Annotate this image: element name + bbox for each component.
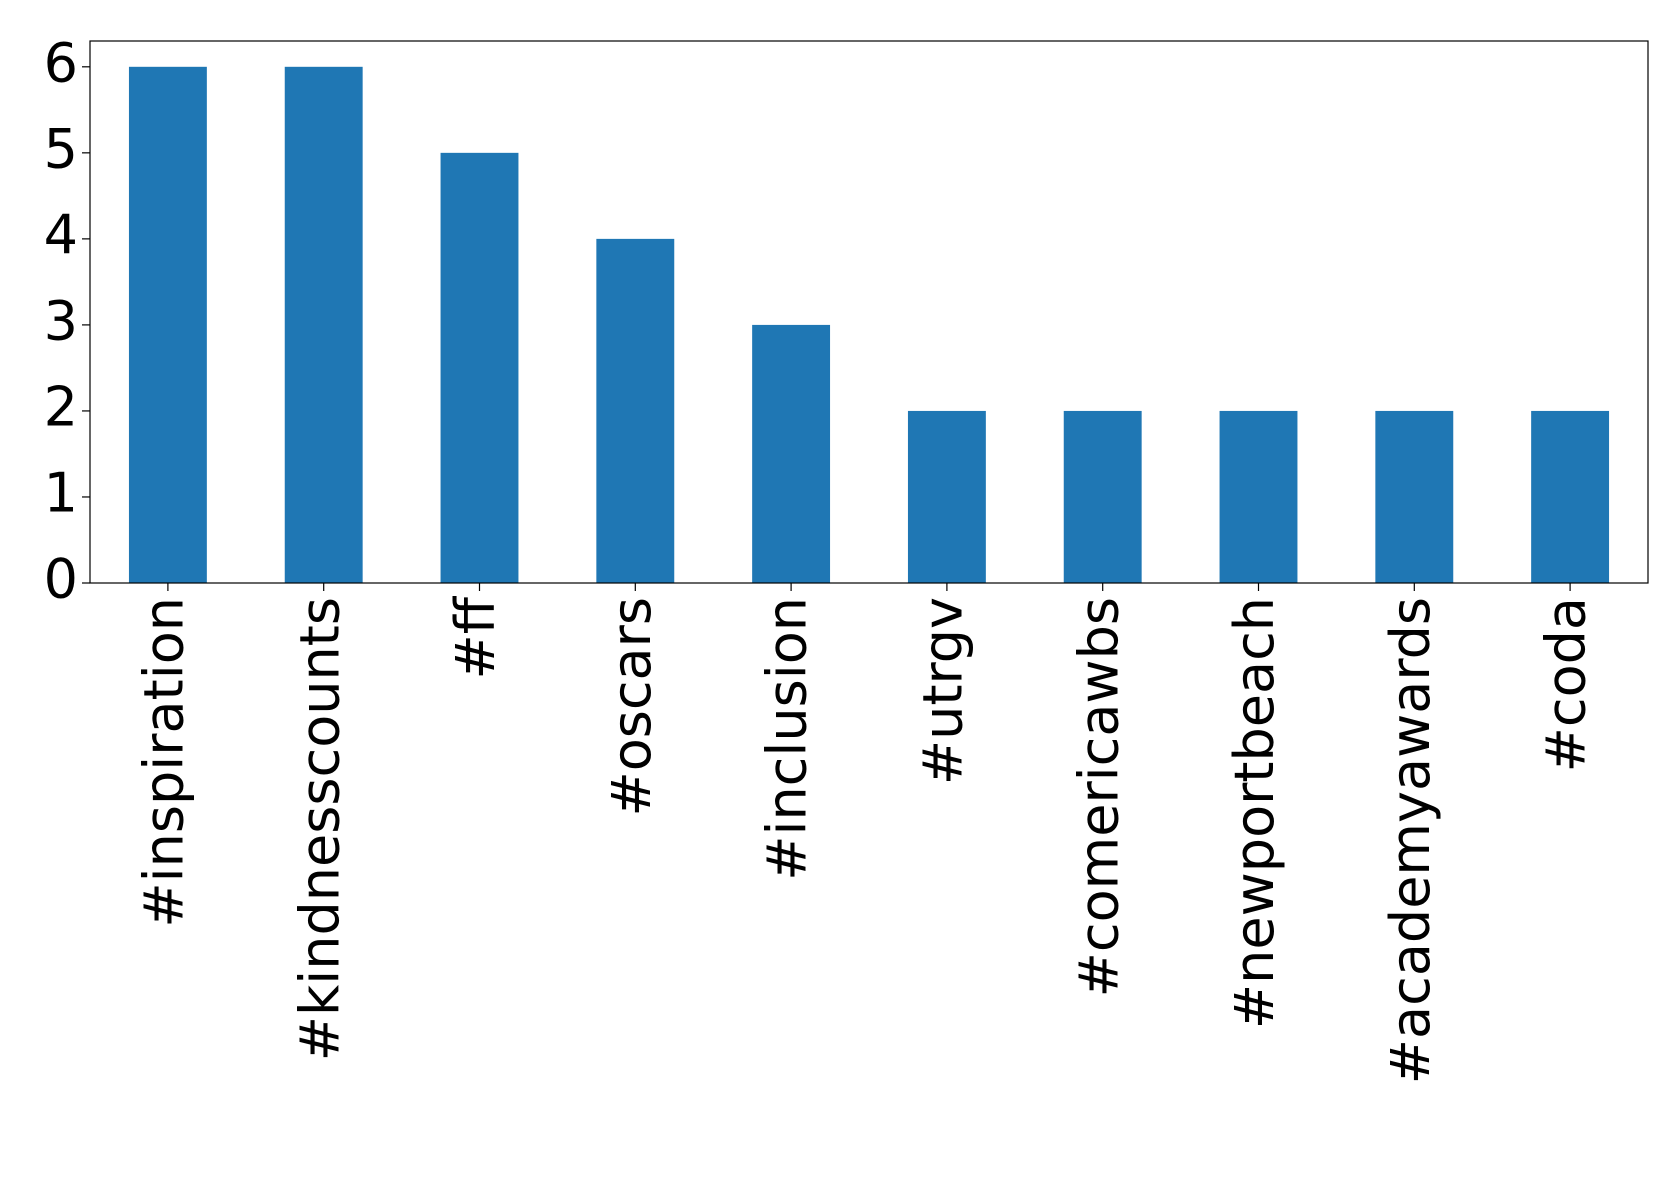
- x-tick-label: #kindnesscounts: [288, 597, 351, 1061]
- y-tick-label: 0: [44, 548, 78, 611]
- x-tick-label: #coda: [1535, 597, 1598, 772]
- bar: [128, 66, 207, 584]
- x-tick-label: #oscars: [600, 597, 663, 817]
- x-tick-label: #ff: [444, 595, 507, 679]
- bar: [596, 238, 675, 583]
- bar: [1375, 410, 1454, 583]
- x-tick-label: #newportbeach: [1223, 597, 1286, 1029]
- y-tick-label: 4: [44, 204, 78, 267]
- plot-frame: [89, 40, 1649, 584]
- bar: [752, 324, 831, 583]
- bar: [1531, 410, 1610, 583]
- y-tick-label: 2: [44, 376, 78, 439]
- bar: [907, 410, 986, 583]
- bar: [1063, 410, 1142, 583]
- x-tick-label: #utrgv: [912, 597, 975, 785]
- x-tick-label: #academyawards: [1379, 597, 1442, 1084]
- x-tick-label: #comericawbs: [1067, 597, 1130, 997]
- y-tick-label: 1: [44, 462, 78, 525]
- bar: [440, 152, 519, 584]
- x-tick-label: #inspiration: [133, 597, 196, 928]
- x-tick-label: #inclusion: [756, 597, 819, 881]
- bar: [1219, 410, 1298, 583]
- bar: [284, 66, 363, 584]
- y-tick-label: 5: [44, 117, 78, 180]
- y-tick-label: 3: [44, 290, 78, 353]
- y-tick-label: 6: [44, 31, 78, 94]
